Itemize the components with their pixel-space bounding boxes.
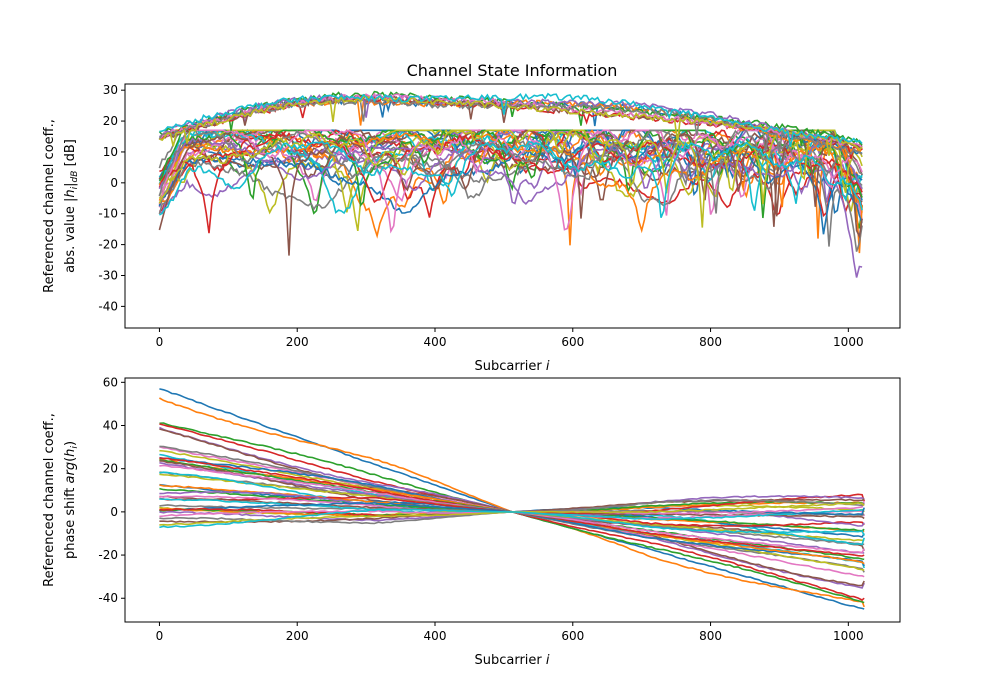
top-series-group xyxy=(158,90,863,278)
top-xtick-label: 600 xyxy=(561,335,584,349)
bottom-xtick-label: 400 xyxy=(424,629,447,643)
bottom-axes-frame xyxy=(124,377,901,623)
bottom-series-line xyxy=(159,445,865,573)
bottom-ylabel-line1: Referenced channel coeff., xyxy=(42,413,57,587)
bottom-ytick-label: 40 xyxy=(103,419,118,433)
bottom-series-group xyxy=(159,388,865,610)
top-series-line xyxy=(158,129,863,228)
top-xtick-label: 0 xyxy=(156,335,164,349)
top-series-line xyxy=(158,129,863,278)
top-ticks: 0 200 400 600 800 1000 -40 -30 -20 -10 0 10 20 30 xyxy=(98,83,863,349)
top-ytick-label: 0 xyxy=(110,176,118,190)
bottom-xtick-label: 1000 xyxy=(833,629,864,643)
top-ylabel: Referenced channel coeff., xyxy=(42,119,57,293)
top-xlabel: Subcarrier i xyxy=(474,359,549,374)
bottom-xtick-label: 800 xyxy=(699,629,722,643)
top-ylabel-line1: Referenced channel coeff., xyxy=(42,119,57,293)
top-axes-frame xyxy=(124,83,901,329)
top-xtick-label: 800 xyxy=(699,335,722,349)
top-ytick-label: -40 xyxy=(98,299,118,313)
top-series-line xyxy=(158,129,863,214)
bottom-ticks: 0 200 400 600 800 1000 -40 -20 0 20 40 60 xyxy=(98,375,863,643)
top-ytick-label: 30 xyxy=(103,83,118,97)
top-series-line xyxy=(158,140,863,218)
top-ytick-label: 10 xyxy=(103,145,118,159)
bottom-ytick-label: -40 xyxy=(98,591,118,605)
top-ytick-label: -10 xyxy=(98,207,118,221)
top-series-line xyxy=(158,131,863,234)
top-series-line xyxy=(159,95,863,156)
top-ytick-label: 20 xyxy=(103,114,118,128)
top-series-line xyxy=(158,136,863,206)
bottom-xtick-label: 0 xyxy=(156,629,164,643)
chart-title: Channel State Information xyxy=(407,61,618,80)
top-series-line xyxy=(158,131,863,234)
bottom-xlabel: Subcarrier i xyxy=(474,653,549,668)
top-series-line xyxy=(158,129,863,256)
bottom-xtick-label: 200 xyxy=(286,629,309,643)
top-ylabel-line2: abs. value |hi|dB [dB] xyxy=(63,139,80,273)
bottom-axes: 0 200 400 600 800 1000 -40 -20 0 20 40 60 Subcarrie… xyxy=(42,375,901,668)
bottom-ytick-label: -20 xyxy=(98,548,118,562)
bottom-series-line xyxy=(159,508,865,536)
bottom-xtick-label: 600 xyxy=(561,629,584,643)
bottom-ylabel: Referenced channel coeff., xyxy=(42,413,57,587)
bottom-ytick-label: 60 xyxy=(103,375,118,389)
bottom-ytick-label: 0 xyxy=(110,505,118,519)
top-xtick-label: 1000 xyxy=(833,335,864,349)
top-ytick-label: -30 xyxy=(98,268,118,282)
top-ytick-label: -20 xyxy=(98,238,118,252)
bottom-ylabel-line2: phase shift arg(hi) xyxy=(63,441,80,559)
top-axes: 0 200 400 600 800 1000 -40 -30 -20 -10 0 10 20 30 Sub… xyxy=(42,83,901,374)
top-xtick-label: 200 xyxy=(286,335,309,349)
top-series-line xyxy=(159,92,863,148)
top-xtick-label: 400 xyxy=(424,335,447,349)
bottom-ytick-label: 20 xyxy=(103,462,118,476)
